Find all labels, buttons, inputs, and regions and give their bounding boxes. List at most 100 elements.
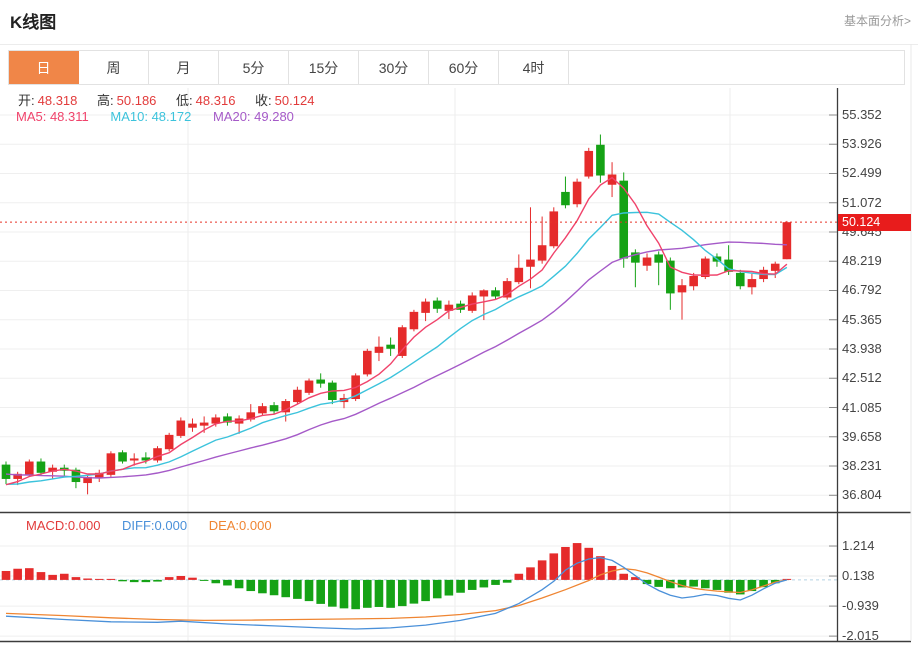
candle (153, 448, 162, 461)
macd-bar (164, 577, 174, 580)
candle (188, 423, 197, 428)
tab-周[interactable]: 周 (79, 51, 149, 84)
y-axis-label: 1.214 (842, 538, 875, 554)
candle (304, 380, 314, 393)
macd-bar (782, 578, 792, 580)
candle (106, 453, 116, 475)
y-axis-label: 46.792 (842, 282, 882, 298)
candle (421, 301, 430, 313)
candle (36, 461, 46, 473)
candle (735, 272, 745, 287)
candle (199, 422, 209, 426)
macd-bar (374, 579, 384, 607)
macd-bar (258, 579, 267, 594)
open-label: 开: (18, 93, 35, 108)
y-axis-label: 38.231 (842, 458, 882, 474)
y-axis-label: 53.926 (842, 136, 882, 152)
diff-value: DIFF:0.000 (122, 518, 188, 533)
y-axis-label: 39.658 (842, 428, 882, 444)
macd-bar (71, 577, 81, 580)
candle (13, 473, 22, 479)
candle (467, 295, 477, 311)
candle (514, 267, 524, 283)
macd-bar (631, 577, 640, 580)
macd-bar (106, 578, 116, 580)
page-title: K线图 (10, 13, 57, 32)
macd-bar (689, 579, 698, 587)
candle (25, 461, 34, 475)
macd-bar (129, 579, 139, 583)
macd-bar (13, 568, 22, 580)
tab-5分[interactable]: 5分 (219, 51, 289, 84)
macd-bar (48, 574, 57, 580)
macd-bar (596, 556, 605, 580)
macd-bar (467, 579, 477, 590)
macd-bar (526, 567, 535, 580)
ohlc-legend: 开: 48.318 高: 50.186 低: 48.316 收: 50.124 (18, 90, 330, 109)
macd-bar (397, 579, 407, 607)
tab-4时[interactable]: 4时 (499, 51, 569, 84)
tab-30分[interactable]: 30分 (359, 51, 429, 84)
ma20-value: MA20: 49.280 (212, 109, 294, 124)
y-axis-label: 55.352 (842, 107, 882, 122)
macd-bar (491, 579, 500, 585)
macd-bar (549, 553, 559, 580)
fundamental-analysis-link[interactable]: 基本面分析> (843, 14, 911, 28)
macd-bar (432, 579, 442, 599)
macd-bar (386, 579, 395, 608)
macd-bar (94, 578, 104, 580)
macd-bar (537, 560, 547, 580)
close-value: 50.124 (274, 93, 315, 108)
candle (444, 304, 454, 311)
candle (724, 259, 733, 272)
macd-bar (479, 579, 489, 588)
candle (176, 420, 186, 436)
macd-bar (666, 579, 675, 589)
macd-bar (701, 579, 710, 589)
tab-60分[interactable]: 60分 (429, 51, 499, 84)
macd-bar (223, 579, 232, 586)
macd-bar (759, 579, 768, 588)
macd-bar (339, 579, 349, 609)
tab-15分[interactable]: 15分 (289, 51, 359, 84)
macd-bar (281, 579, 291, 598)
macd-bar (735, 579, 745, 595)
macd-bar (269, 579, 279, 596)
macd-bar (607, 565, 617, 580)
candle (747, 279, 757, 288)
macd-bar (1, 570, 11, 580)
candle (502, 281, 512, 298)
candle (129, 458, 139, 461)
macd-bar (409, 579, 419, 604)
candle (782, 222, 792, 260)
y-axis-label: 45.365 (842, 311, 882, 327)
macd-bar (25, 568, 34, 580)
candle (223, 416, 232, 423)
tab-日[interactable]: 日 (9, 51, 79, 84)
macd-bar (642, 579, 652, 585)
candle (432, 300, 442, 309)
candle (689, 275, 698, 287)
macd-bar (712, 579, 722, 590)
y-axis-label: 48.219 (842, 253, 882, 269)
candle (479, 290, 489, 297)
candle (596, 144, 605, 176)
candle (118, 452, 127, 462)
open-value: 48.318 (37, 93, 78, 108)
ma10-value: MA10: 48.172 (110, 109, 192, 124)
candle (654, 254, 663, 263)
header-divider (0, 44, 918, 45)
ma5-value: MA5: 48.311 (16, 109, 89, 124)
macd-bar (141, 579, 151, 583)
candle (94, 472, 104, 478)
macd-bar (176, 575, 186, 580)
macd-bar (234, 579, 244, 589)
macd-bar (199, 579, 209, 581)
y-axis-label: 36.804 (842, 487, 882, 503)
macd-bar (502, 579, 512, 583)
macd-bar (724, 579, 733, 593)
candle (293, 389, 302, 403)
macd-lines (5, 556, 788, 630)
tab-月[interactable]: 月 (149, 51, 219, 84)
